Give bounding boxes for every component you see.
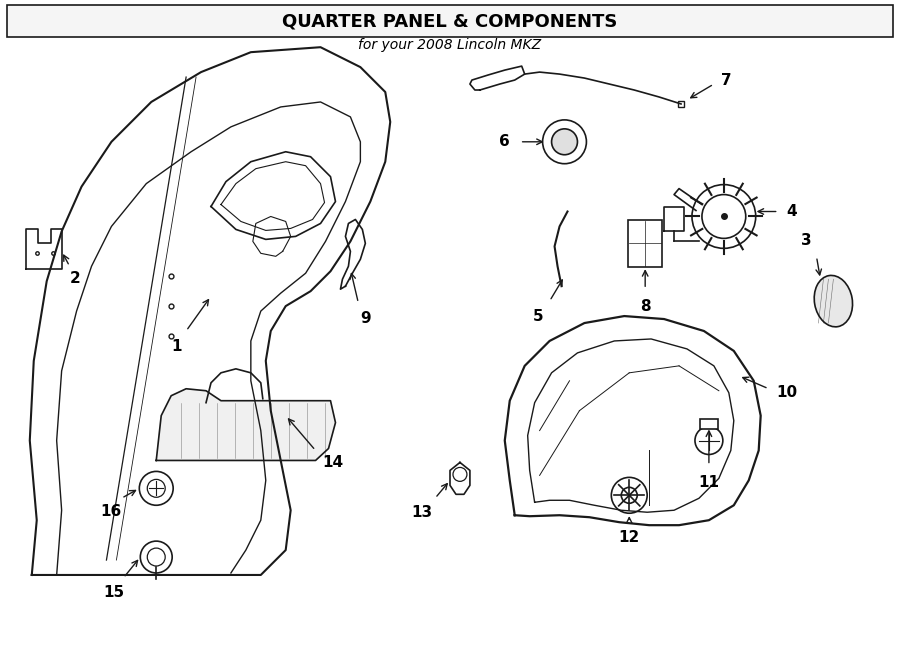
Circle shape (543, 120, 587, 164)
Circle shape (702, 194, 746, 239)
Circle shape (692, 184, 756, 249)
Circle shape (695, 426, 723, 455)
Text: 16: 16 (101, 504, 122, 520)
Text: 12: 12 (618, 530, 640, 545)
Text: QUARTER PANEL & COMPONENTS: QUARTER PANEL & COMPONENTS (283, 13, 617, 30)
Text: 11: 11 (698, 475, 719, 490)
Circle shape (140, 541, 172, 573)
Text: 15: 15 (103, 585, 124, 600)
Text: 3: 3 (801, 233, 812, 249)
Text: 14: 14 (322, 455, 344, 471)
Circle shape (552, 129, 578, 155)
FancyBboxPatch shape (700, 418, 718, 428)
Text: 8: 8 (640, 299, 651, 314)
Polygon shape (157, 389, 336, 461)
Text: 10: 10 (777, 385, 797, 401)
Text: 6: 6 (499, 134, 509, 149)
Circle shape (148, 479, 166, 497)
Text: 9: 9 (360, 311, 371, 326)
FancyBboxPatch shape (628, 221, 662, 267)
Text: 7: 7 (721, 73, 732, 87)
Text: 5: 5 (532, 309, 543, 324)
Text: 4: 4 (787, 204, 797, 219)
Text: 13: 13 (411, 505, 433, 520)
Text: 2: 2 (70, 271, 81, 286)
FancyBboxPatch shape (7, 5, 893, 37)
Ellipse shape (814, 276, 852, 327)
Text: for your 2008 Lincoln MKZ: for your 2008 Lincoln MKZ (358, 38, 542, 52)
Text: 1: 1 (171, 339, 182, 354)
Circle shape (140, 471, 173, 505)
Circle shape (148, 548, 166, 566)
